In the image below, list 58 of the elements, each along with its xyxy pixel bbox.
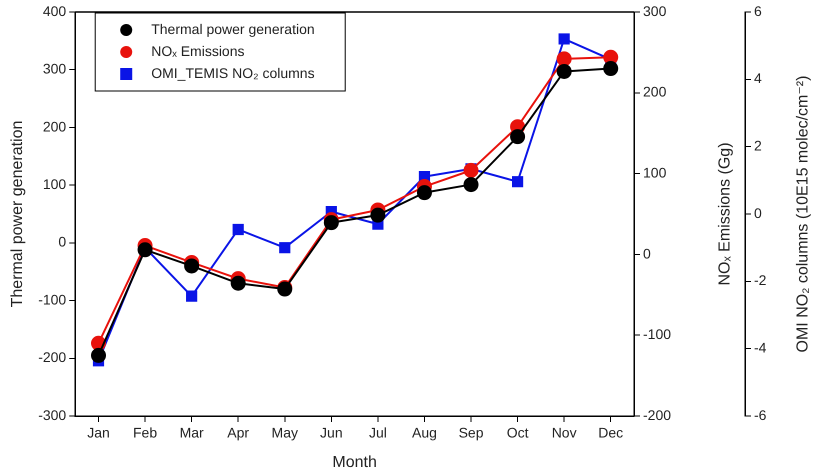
y2-tick-label: 100 bbox=[643, 164, 667, 180]
y2-tick-label: 0 bbox=[643, 245, 651, 262]
y3-tick-label: 2 bbox=[754, 138, 762, 154]
point bbox=[558, 33, 570, 45]
point bbox=[464, 162, 479, 178]
y-axis-title: Thermal power generation bbox=[9, 120, 26, 308]
y2-tick-label: 200 bbox=[643, 84, 667, 100]
y-tick-label: -200 bbox=[38, 349, 66, 366]
y-tick-label: 400 bbox=[42, 2, 66, 19]
y3-tick-label: 6 bbox=[754, 2, 762, 19]
point bbox=[138, 242, 153, 258]
y2-axis-title: NOₓ Emissions (Gg) bbox=[716, 142, 734, 286]
y2-tick-label: -100 bbox=[643, 326, 672, 342]
x-tick-label: Jan bbox=[87, 424, 110, 440]
x-tick-label: Oct bbox=[506, 424, 529, 440]
y3-tick-label: -4 bbox=[754, 340, 767, 356]
x-tick-label: Jun bbox=[320, 424, 343, 440]
y3-tick-label: -6 bbox=[754, 406, 767, 423]
y3-tick-label: -2 bbox=[754, 272, 767, 288]
point bbox=[512, 176, 524, 188]
point bbox=[556, 64, 572, 79]
y2-tick-label: -200 bbox=[643, 406, 672, 423]
y-tick-label: -300 bbox=[38, 406, 66, 423]
x-tick-label: Apr bbox=[227, 424, 250, 440]
y-tick-label: 100 bbox=[42, 176, 66, 192]
x-axis-title: Month bbox=[332, 454, 377, 471]
point bbox=[464, 177, 479, 192]
point bbox=[230, 276, 246, 291]
point bbox=[279, 242, 290, 254]
legend-label: Thermal power generation bbox=[151, 20, 315, 37]
point bbox=[370, 208, 386, 223]
point bbox=[324, 215, 339, 230]
x-tick-label: Mar bbox=[180, 424, 204, 440]
y-tick-label: 200 bbox=[42, 118, 66, 134]
y-tick-label: 300 bbox=[42, 60, 66, 77]
y-tick-label: -100 bbox=[38, 291, 66, 308]
x-tick-label: Feb bbox=[133, 424, 158, 440]
y3-tick-label: 0 bbox=[754, 204, 762, 221]
x-tick-label: Jul bbox=[368, 424, 387, 440]
x-tick-label: Sep bbox=[458, 424, 484, 440]
point bbox=[184, 258, 200, 274]
point bbox=[91, 348, 106, 363]
point bbox=[510, 129, 526, 144]
y3-tick-label: 4 bbox=[754, 70, 762, 86]
legend-label: NOₓ Emissions bbox=[151, 42, 244, 59]
y2-tick-label: 300 bbox=[643, 2, 667, 19]
point bbox=[416, 185, 432, 200]
x-tick-label: Dec bbox=[598, 424, 624, 440]
x-tick-label: Aug bbox=[412, 424, 437, 440]
point bbox=[186, 290, 198, 302]
x-tick-label: Nov bbox=[552, 424, 577, 440]
x-tick-label: May bbox=[272, 424, 298, 440]
point bbox=[556, 51, 572, 66]
y-tick-label: 0 bbox=[58, 234, 66, 250]
point bbox=[232, 224, 244, 236]
y3-axis-title: OMI NO₂ columns (10E15 molec/cm⁻²) bbox=[794, 76, 812, 352]
point bbox=[603, 61, 618, 76]
legend-label: OMI_TEMIS NO₂ columns bbox=[151, 64, 315, 81]
